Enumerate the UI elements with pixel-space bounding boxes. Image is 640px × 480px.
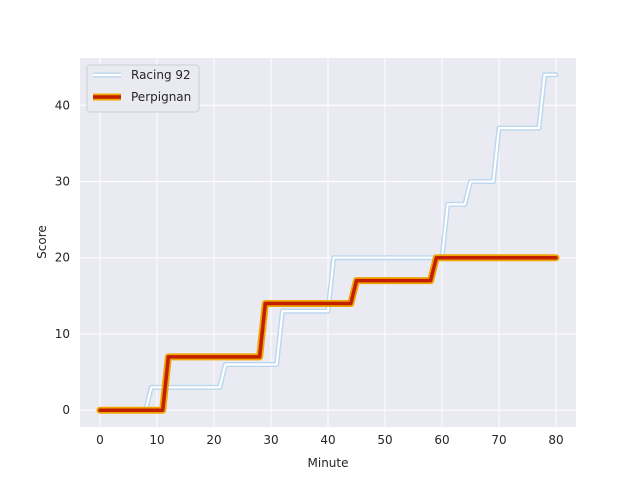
y-tick-label: 30: [55, 175, 70, 189]
x-axis-ticks: 0 10 20 30 40 50 60 70 80: [96, 433, 564, 447]
y-axis-label: Score: [35, 225, 49, 259]
y-tick-label: 10: [55, 327, 70, 341]
x-tick-label: 0: [96, 433, 104, 447]
legend: Racing 92 Perpignan: [86, 64, 200, 113]
y-tick-label: 40: [55, 98, 70, 112]
x-tick-label: 20: [206, 433, 221, 447]
x-tick-label: 60: [434, 433, 449, 447]
y-tick-label: 0: [62, 403, 70, 417]
y-axis-ticks: 0 10 20 30 40: [55, 98, 70, 417]
grid: [80, 58, 576, 427]
x-tick-label: 10: [149, 433, 164, 447]
series-layer: [96, 72, 560, 414]
x-tick-label: 50: [377, 433, 392, 447]
x-tick-label: 70: [491, 433, 506, 447]
legend-label-racing-92: Racing 92: [131, 68, 191, 82]
x-tick-label: 40: [320, 433, 335, 447]
legend-label-perpignan: Perpignan: [131, 90, 191, 104]
x-axis-label: Minute: [308, 456, 349, 470]
x-tick-label: 80: [548, 433, 563, 447]
series-perpignan-line: [98, 255, 558, 412]
y-tick-label: 20: [55, 251, 70, 265]
x-tick-label: 30: [263, 433, 278, 447]
series-racing-92-line: [98, 73, 558, 412]
